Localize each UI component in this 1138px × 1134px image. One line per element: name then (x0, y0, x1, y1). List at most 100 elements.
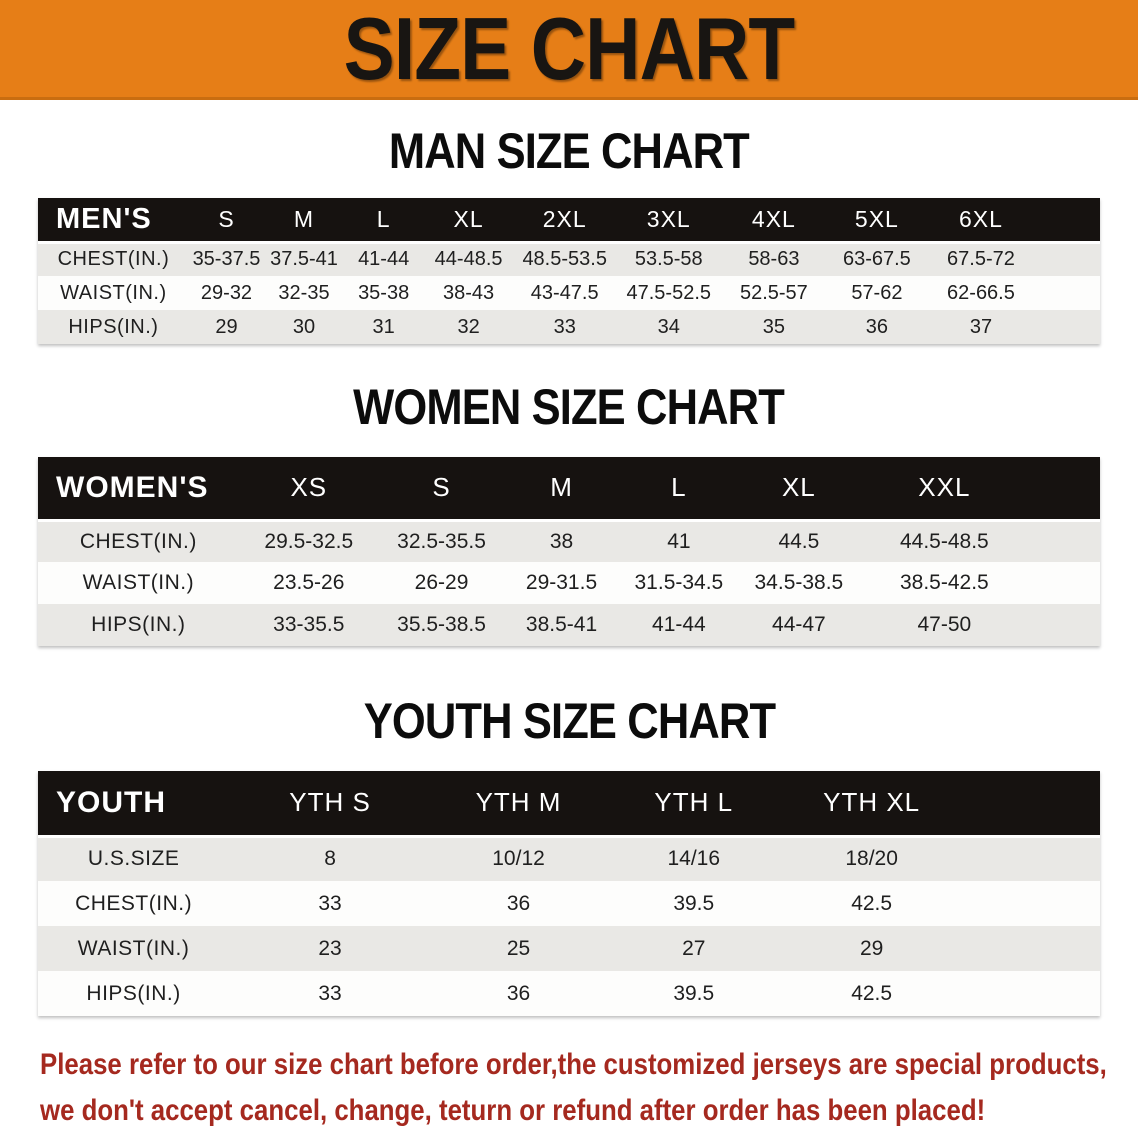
size-value: 44-48.5 (423, 242, 514, 276)
table-category-label: YOUTH (38, 771, 230, 838)
size-column-header: YTH XL (781, 771, 962, 838)
size-value: 27 (606, 926, 782, 971)
size-value: 53.5-58 (615, 242, 722, 276)
measurement-row-label: HIPS(IN.) (38, 310, 189, 344)
size-value: 58-63 (721, 242, 826, 276)
spacer-cell (961, 926, 1100, 971)
size-value: 37 (927, 310, 1035, 344)
women-section-title: WOMEN SIZE CHART (353, 379, 786, 435)
size-column-header: YTH M (430, 771, 607, 838)
measurement-row-label: U.S.SIZE (38, 836, 230, 881)
size-column-header: XXL (858, 457, 1030, 522)
size-value: 38 (504, 520, 619, 562)
size-value: 44.5 (738, 520, 859, 562)
size-value: 38.5-42.5 (858, 562, 1030, 604)
size-value: 36 (430, 971, 607, 1016)
size-column-header: M (504, 457, 619, 522)
men-size-table: MEN'S S M L XL 2XL 3XL 4XL 5XL 6XL CHEST(IN.) 35-37… (38, 198, 1100, 344)
size-column-header: 5XL (825, 198, 928, 244)
size-value: 32-35 (264, 276, 344, 310)
size-column-header: 4XL (721, 198, 826, 244)
size-column-header: 2XL (513, 198, 616, 244)
size-value: 39.5 (606, 881, 782, 926)
size-value: 44-47 (738, 604, 859, 646)
table-category-label: WOMEN'S (38, 457, 239, 522)
size-value: 47.5-52.5 (615, 276, 722, 310)
banner-title: SIZE CHART (343, 0, 796, 98)
size-table-header-row: MEN'S S M L XL 2XL 3XL 4XL 5XL 6XL (38, 198, 1100, 244)
size-value: 57-62 (825, 276, 928, 310)
size-column-header: S (188, 198, 265, 244)
women-size-table: WOMEN'S XS S M L XL XXL CHEST(IN.) 29.5-32.5 32.5… (38, 457, 1100, 646)
measurement-row-label: CHEST(IN.) (38, 881, 230, 926)
size-value: 38-43 (423, 276, 514, 310)
measurement-row-label: HIPS(IN.) (38, 971, 230, 1016)
measurement-row-label: WAIST(IN.) (38, 276, 189, 310)
size-column-header: 3XL (615, 198, 722, 244)
size-value: 29-31.5 (504, 562, 619, 604)
size-value: 38.5-41 (504, 604, 619, 646)
size-value: 31 (343, 310, 424, 344)
disclaimer: Please refer to our size chart before or… (40, 1042, 1138, 1134)
measurement-row-label: WAIST(IN.) (38, 926, 230, 971)
men-size-section: MAN SIZE CHART MEN'S S M L XL 2XL 3XL 4XL 5XL 6XL… (0, 126, 1138, 344)
size-value: 33-35.5 (238, 604, 379, 646)
size-value: 63-67.5 (825, 242, 928, 276)
measurement-row: HIPS(IN.) 29 30 31 32 33 34 35 36 37 (38, 310, 1100, 344)
size-value: 47-50 (858, 604, 1030, 646)
size-value: 48.5-53.5 (513, 242, 616, 276)
spacer-cell (1034, 276, 1100, 310)
men-section-title: MAN SIZE CHART (389, 123, 750, 179)
measurement-row-label: WAIST(IN.) (38, 562, 239, 604)
size-column-header: M (264, 198, 344, 244)
size-column-header: XL (423, 198, 514, 244)
disclaimer-line-2: we don't accept cancel, change, teturn o… (40, 1094, 986, 1127)
spacer-cell (961, 971, 1100, 1016)
size-value: 32.5-35.5 (378, 520, 505, 562)
measurement-row-label: HIPS(IN.) (38, 604, 239, 646)
spacer-cell (961, 771, 1100, 838)
size-value: 31.5-34.5 (618, 562, 739, 604)
measurement-row: U.S.SIZE 8 10/12 14/16 18/20 (38, 836, 1100, 881)
measurement-row: WAIST(IN.) 29-32 32-35 35-38 38-43 43-47.5 47.… (38, 276, 1100, 310)
women-size-section: WOMEN SIZE CHART WOMEN'S XS S M L XL XXL CHEST(… (0, 382, 1138, 646)
size-value: 29 (188, 310, 265, 344)
measurement-row: HIPS(IN.) 33-35.5 35.5-38.5 38.5-41 41-44 44-… (38, 604, 1100, 646)
measurement-row-label: CHEST(IN.) (38, 242, 189, 276)
size-value: 35 (721, 310, 826, 344)
size-value: 39.5 (606, 971, 782, 1016)
spacer-cell (1029, 562, 1100, 604)
size-value: 35-37.5 (188, 242, 265, 276)
size-value: 18/20 (781, 836, 962, 881)
measurement-row: CHEST(IN.) 33 36 39.5 42.5 (38, 881, 1100, 926)
size-chart-banner: SIZE CHART (0, 0, 1138, 100)
size-value: 36 (825, 310, 928, 344)
size-value: 34.5-38.5 (738, 562, 859, 604)
size-value: 43-47.5 (513, 276, 616, 310)
size-column-header: YTH S (229, 771, 431, 838)
size-column-header: S (378, 457, 505, 522)
size-value: 23.5-26 (238, 562, 379, 604)
size-column-header: YTH L (606, 771, 782, 838)
spacer-cell (1029, 457, 1100, 522)
spacer-cell (961, 881, 1100, 926)
size-value: 41-44 (343, 242, 424, 276)
size-value: 33 (513, 310, 616, 344)
spacer-cell (1029, 604, 1100, 646)
size-value: 35-38 (343, 276, 424, 310)
size-value: 35.5-38.5 (378, 604, 505, 646)
size-value: 25 (430, 926, 607, 971)
measurement-row: CHEST(IN.) 35-37.5 37.5-41 41-44 44-48.5 48.5… (38, 242, 1100, 276)
size-value: 41 (618, 520, 739, 562)
size-value: 29.5-32.5 (238, 520, 379, 562)
size-value: 8 (229, 836, 431, 881)
spacer-cell (1034, 198, 1100, 244)
size-value: 23 (229, 926, 431, 971)
size-value: 42.5 (781, 881, 962, 926)
size-value: 36 (430, 881, 607, 926)
measurement-row-label: CHEST(IN.) (38, 520, 239, 562)
size-value: 33 (229, 881, 431, 926)
size-table-header-row: YOUTH YTH S YTH M YTH L YTH XL (38, 771, 1100, 838)
spacer-cell (1029, 520, 1100, 562)
table-category-label: MEN'S (38, 198, 189, 244)
